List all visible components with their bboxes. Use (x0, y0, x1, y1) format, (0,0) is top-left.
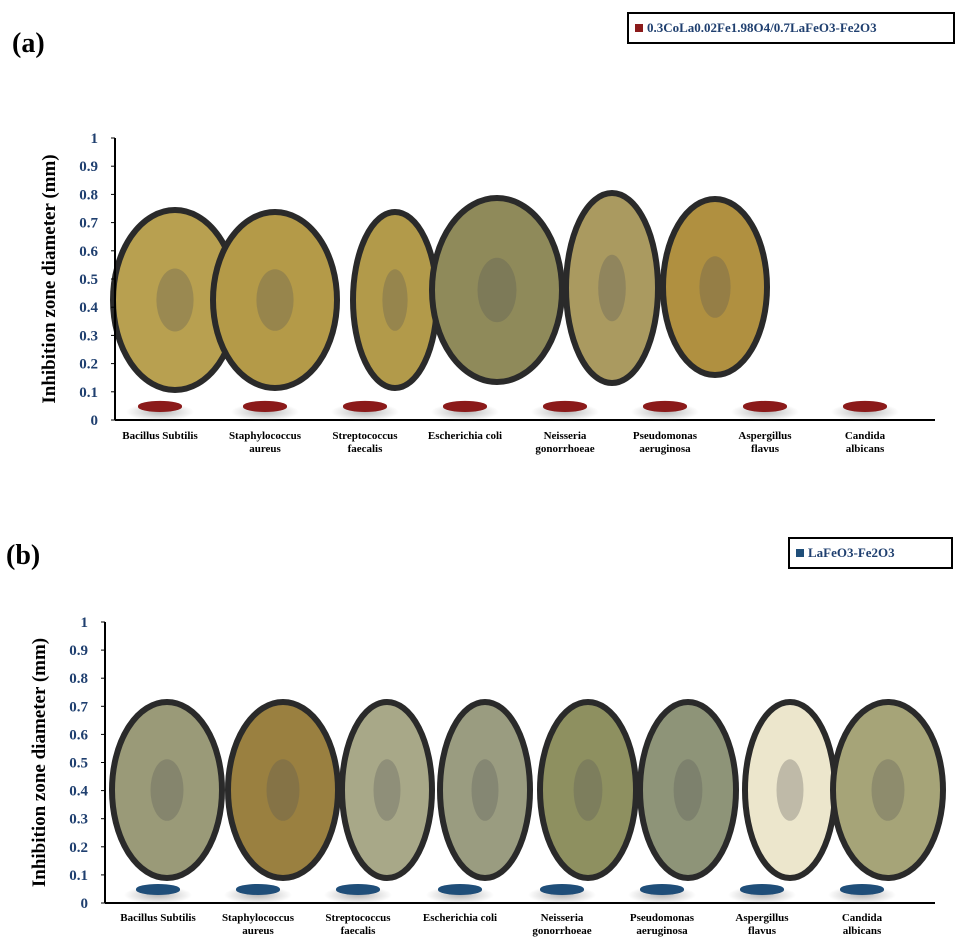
bar (443, 401, 487, 412)
y-tick-label: 0.1 (79, 385, 98, 401)
y-axis-label: Inhibition zone diameter (mm) (39, 154, 60, 403)
inhibition-zone-photo (156, 269, 193, 332)
x-tick-label: Streptococcus faecalis (315, 430, 415, 456)
legend: LaFeO3-Fe2O3 (788, 537, 953, 569)
legend: 0.3CoLa0.02Fe1.98O4/0.7LaFeO3-Fe2O3 (627, 12, 955, 44)
x-tick-label: Staphylococcus aureus (208, 912, 308, 938)
inhibition-zone-photo (598, 255, 626, 322)
x-tick-label: Neisseria gonorrhoeae (515, 430, 615, 456)
y-tick-label: 0.3 (69, 812, 88, 828)
panel-label: (a) (12, 28, 45, 60)
y-tick-label: 0.2 (79, 357, 98, 373)
y-tick-label: 0.9 (69, 643, 88, 659)
y-tick-label: 0.2 (69, 840, 88, 856)
bar (336, 884, 380, 895)
y-tick-label: 0.7 (79, 216, 98, 232)
legend-label: LaFeO3-Fe2O3 (808, 545, 895, 561)
inhibition-zone-photo (151, 759, 184, 821)
legend-label: 0.3CoLa0.02Fe1.98O4/0.7LaFeO3-Fe2O3 (647, 20, 877, 36)
y-tick-label: 0 (91, 413, 99, 429)
x-tick-label: Aspergillus flavus (712, 912, 812, 938)
inhibition-zone-photo (256, 269, 293, 331)
bar (138, 401, 182, 412)
bar (243, 401, 287, 412)
page: 0 0.1 0.2 0.3 0.4 0.5 0.6 0.7 0.8 0.9 1 Inhibition … (0, 0, 955, 941)
x-tick-label: Staphylococcus aureus (215, 430, 315, 456)
y-tick-label: 0.8 (69, 671, 88, 687)
y-axis-label: Inhibition zone diameter (mm) (29, 638, 50, 887)
bar (136, 884, 180, 895)
inhibition-zone-photo (699, 256, 730, 318)
bar (438, 884, 482, 895)
x-tick-label: Streptococcus faecalis (308, 912, 408, 938)
x-tick-label: Escherichia coli (410, 912, 510, 925)
x-tick-label: Escherichia coli (415, 430, 515, 443)
inhibition-zone-photo (574, 759, 603, 821)
x-tick-label: Candida albicans (815, 430, 915, 456)
inhibition-zone-photo (674, 759, 703, 821)
x-tick-label: Neisseria gonorrhoeae (512, 912, 612, 938)
legend-swatch (635, 24, 643, 32)
y-tick-label: 1 (81, 615, 89, 631)
y-tick-label: 0 (81, 896, 89, 912)
bar (343, 401, 387, 412)
inhibition-zone-photo (374, 759, 401, 821)
y-tick-label: 0.6 (69, 727, 88, 743)
x-tick-label: Pseudomonas aeruginosa (612, 912, 712, 938)
legend-swatch (796, 549, 804, 557)
x-tick-label: Pseudomonas aeruginosa (615, 430, 715, 456)
bar (843, 401, 887, 412)
bar (540, 884, 584, 895)
bar (740, 884, 784, 895)
y-tick-label: 0.5 (79, 272, 98, 288)
y-tick-label: 0.9 (79, 159, 98, 175)
bar (543, 401, 587, 412)
y-tick-label: 0.3 (79, 328, 98, 344)
y-tick-label: 1 (91, 131, 99, 147)
x-tick-label: Bacillus Subtilis (110, 430, 210, 443)
y-tick-label: 0.4 (69, 784, 88, 800)
x-tick-label: Bacillus Subtilis (108, 912, 208, 925)
inhibition-zone-photo (777, 759, 804, 821)
y-tick-label: 0.8 (79, 187, 98, 203)
y-tick-label: 0.7 (69, 699, 88, 715)
y-tick-label: 0.4 (79, 300, 98, 316)
y-tick-label: 0.6 (79, 244, 98, 260)
bar (840, 884, 884, 895)
inhibition-zone-photo (872, 759, 905, 821)
inhibition-zone-photo (267, 759, 300, 821)
bar (640, 884, 684, 895)
bar (236, 884, 280, 895)
y-tick-label: 0.5 (69, 756, 88, 772)
x-tick-label: Candida albicans (812, 912, 912, 938)
inhibition-zone-photo (478, 258, 517, 322)
panel-label: (b) (6, 540, 40, 572)
bar (643, 401, 687, 412)
bar (743, 401, 787, 412)
chart: 0 0.1 0.2 0.3 0.4 0.5 0.6 0.7 0.8 0.9 1 Inhibition … (0, 0, 955, 941)
inhibition-zone-photo (472, 759, 499, 821)
inhibition-zone-photo (382, 269, 407, 331)
x-tick-label: Aspergillus flavus (715, 430, 815, 456)
y-tick-label: 0.1 (69, 868, 88, 884)
